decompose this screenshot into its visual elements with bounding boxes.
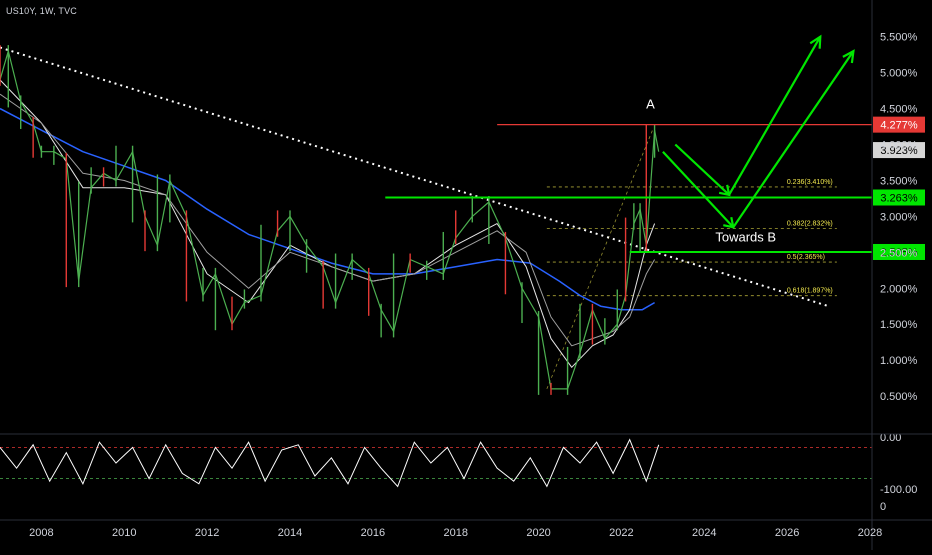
osc-tick-label: 0.00 bbox=[880, 432, 901, 444]
price-tick-label: 2.000% bbox=[880, 283, 918, 295]
annotations: A Towards B bbox=[646, 97, 776, 245]
time-axis[interactable]: 2008 2010 2012 2014 2016 2018 2020 2022 2024 2026… bbox=[29, 527, 882, 539]
level-tag-label: 2.505% bbox=[880, 247, 918, 259]
time-tick-label: 2018 bbox=[443, 527, 467, 539]
series-oscillator bbox=[0, 438, 660, 488]
osc-tick-label: -100.00 bbox=[880, 484, 917, 496]
time-tick-label: 2016 bbox=[361, 527, 385, 539]
price-tick-label: 4.500% bbox=[880, 104, 918, 116]
time-tick-label: 2012 bbox=[195, 527, 219, 539]
price-tick-label: 3.500% bbox=[880, 175, 918, 187]
symbol-title: US10Y, 1W, TVC bbox=[6, 6, 77, 16]
annotation-label: Towards B bbox=[715, 230, 776, 245]
series-ma_gray bbox=[0, 93, 656, 347]
price-tick-label: 2.500% bbox=[880, 247, 918, 259]
arrow-head bbox=[842, 49, 855, 64]
dotted-trendline bbox=[0, 46, 829, 308]
time-tick-label: 2008 bbox=[29, 527, 53, 539]
fib-level-label: 0.236(3.410%) bbox=[787, 179, 833, 186]
arrow-head bbox=[718, 184, 731, 197]
fib-level-label: 0.382(2.832%) bbox=[787, 220, 833, 227]
arrow-head bbox=[723, 216, 735, 229]
time-tick-label: 2022 bbox=[609, 527, 633, 539]
oscillator-panel: 0.00 -100.00 0 bbox=[0, 432, 917, 513]
fib-anchor-line bbox=[546, 130, 653, 390]
fib-level-label: 0.5(2.365%) bbox=[787, 254, 825, 261]
horizontal-levels: 4.277% 3.263% 2.505% 3.923% bbox=[385, 116, 925, 260]
price-tick-label: 0.500% bbox=[880, 391, 918, 403]
fib-retracement: 0.236(3.410%) 0.382(2.832%) 0.5(2.365%) 0.6… bbox=[546, 130, 837, 390]
annotation-label: A bbox=[646, 97, 655, 112]
level-tag-projection bbox=[873, 189, 925, 206]
price-tick-label: 1.500% bbox=[880, 319, 918, 331]
time-tick-label: 2024 bbox=[692, 527, 716, 539]
time-tick-label: 2014 bbox=[278, 527, 302, 539]
price-tick-label: 3.000% bbox=[880, 211, 918, 223]
third-pane-tick-label: 0 bbox=[880, 501, 886, 513]
time-tick-label: 2028 bbox=[858, 527, 882, 539]
price-tick-label: 4.000% bbox=[880, 140, 918, 152]
level-tag-projection bbox=[873, 243, 925, 260]
time-tick-label: 2010 bbox=[112, 527, 136, 539]
fib-level-label: 0.618(1.897%) bbox=[787, 288, 833, 295]
price-series bbox=[0, 45, 660, 395]
price-tick-label: 5.500% bbox=[880, 32, 918, 44]
projection-arrows bbox=[662, 34, 855, 229]
time-tick-label: 2026 bbox=[775, 527, 799, 539]
last-price-label: 3.923% bbox=[880, 145, 918, 157]
level-tag-label: 3.263% bbox=[880, 193, 918, 205]
level-tag-resistance bbox=[873, 116, 925, 133]
arrow-head bbox=[809, 34, 822, 49]
last-price-tag bbox=[873, 142, 925, 159]
time-tick-label: 2020 bbox=[526, 527, 550, 539]
level-tag-label: 4.277% bbox=[880, 120, 918, 132]
price-tick-label: 1.000% bbox=[880, 355, 918, 367]
price-tick-label: 5.000% bbox=[880, 68, 918, 80]
trendline-layer bbox=[0, 46, 829, 308]
